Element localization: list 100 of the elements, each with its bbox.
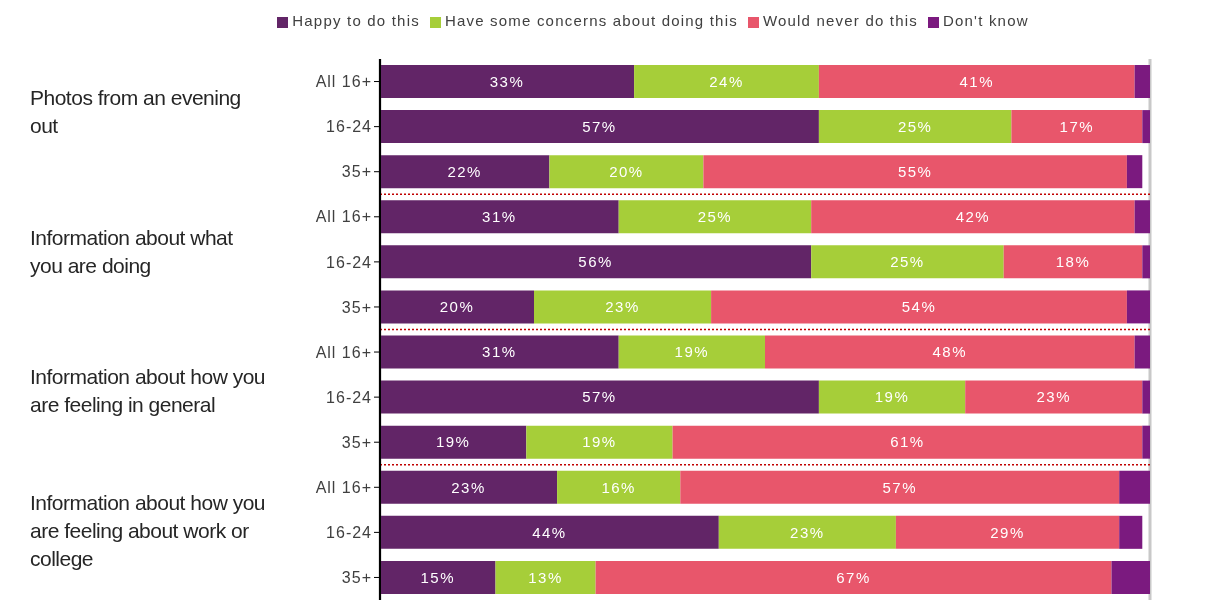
bar [1142,110,1150,144]
bar [526,425,673,459]
data-label: 41% [959,72,995,90]
bar [380,155,550,189]
bar [618,335,765,369]
text: Photos from an evening out [30,84,242,139]
bar [380,335,619,369]
bar [818,110,1012,144]
bar [1126,155,1143,189]
bar [634,65,819,98]
y-tick-label: All 16+ [315,478,372,496]
data-label: 18% [1055,253,1091,271]
bar [1134,200,1150,234]
text: Information about what you are doing [30,224,234,279]
bar [380,515,719,549]
text: Information about how you are feeling in general [30,364,265,419]
legend-label: Have some concerns about doing this [444,12,738,29]
data-label: 19% [874,388,910,406]
data-label: 25% [890,253,925,271]
data-label: 19% [674,343,710,361]
data-label: 57% [582,388,617,406]
data-label: 19% [582,433,617,451]
data-label: 19% [435,433,471,451]
bar [1119,470,1150,504]
bar [380,380,819,414]
data-label: 29% [990,523,1025,541]
data-label: 16% [601,478,636,496]
bar [1142,245,1150,279]
data-label: 31% [482,343,517,361]
y-tick-label: 16-24 [326,253,372,271]
data-label: 61% [890,433,925,451]
bar [557,470,681,504]
bar [811,245,1004,279]
bar [595,560,1112,594]
y-tick-label: 35+ [341,163,372,181]
text: Information about how you are feeling about work or college [30,490,265,573]
data-label: 15% [420,568,456,586]
y-tick-label: 35+ [341,298,372,316]
y-tick-label: 16-24 [326,524,372,542]
data-label: 56% [578,253,613,271]
y-tick-label: 16-24 [326,118,372,136]
data-label: 25% [897,117,933,135]
bar [380,425,527,459]
data-label: 25% [697,208,733,226]
bar [380,560,496,594]
bar [1134,65,1150,98]
data-label: 20% [439,298,475,316]
bar [1011,110,1143,144]
data-label: 57% [882,478,918,496]
bar [1142,380,1150,414]
data-label: 23% [605,298,640,316]
legend-label: Happy to do this [292,12,420,29]
bar [818,380,966,414]
legend-label: Don't know [942,12,1029,29]
bar [895,515,1120,549]
bar [1126,290,1150,324]
y-tick-label: All 16+ [315,73,372,91]
bar [495,560,596,594]
y-tick-label: 35+ [341,433,372,451]
y-tick-label: All 16+ [315,343,372,361]
y-tick-label: 16-24 [326,388,372,406]
bar [818,65,1135,98]
bar [380,470,558,504]
data-label: 17% [1059,117,1095,135]
data-label: 23% [790,523,825,541]
data-label: 55% [897,162,933,180]
bar [380,110,819,144]
data-label: 42% [955,208,991,226]
data-label: 23% [451,478,486,496]
bar [811,200,1135,234]
bar [1003,245,1143,279]
bar [1134,335,1150,369]
bar [1111,560,1150,594]
y-tick-label: 35+ [341,569,372,587]
data-label: 54% [901,298,937,316]
data-label: 31% [482,208,517,226]
data-label: 33% [489,72,525,90]
legend-label: Would never do this [762,12,918,29]
bar [380,200,619,234]
bar [534,290,712,324]
bar [380,245,812,279]
bar [380,65,635,98]
bar [549,155,704,189]
y-tick-label: All 16+ [315,208,372,226]
bar [1142,425,1150,459]
data-label: 20% [609,162,644,180]
data-label: 22% [447,162,482,180]
bar [380,290,534,324]
data-label: 67% [836,568,871,586]
bar [672,425,1143,459]
bar [711,290,1127,324]
bar [703,155,1127,189]
bar [680,470,1120,504]
data-label: 44% [532,523,567,541]
data-label: 57% [582,117,617,135]
data-label: 24% [709,72,744,90]
bar [718,515,896,549]
data-label: 13% [528,568,563,586]
data-label: 23% [1036,388,1072,406]
bar [965,380,1143,414]
